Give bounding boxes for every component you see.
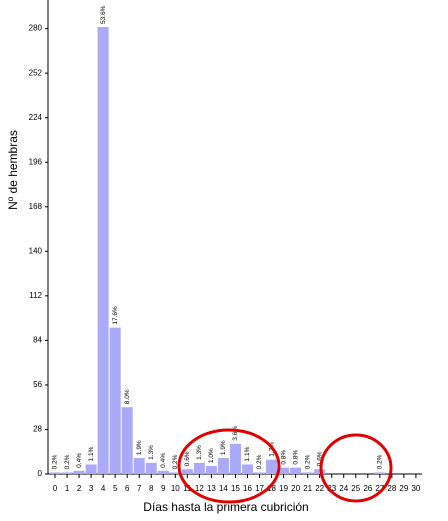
x-tick-label: 13 (207, 484, 216, 493)
x-tick-label: 7 (137, 484, 142, 493)
x-tick-label: 0 (53, 484, 58, 493)
x-tick-label: 23 (327, 484, 336, 493)
bar (314, 469, 326, 474)
bar (290, 467, 302, 474)
x-axis-label: Días hasta la primera cubrición (143, 500, 308, 514)
bar (85, 464, 97, 474)
x-tick-label: 21 (303, 484, 312, 493)
bar (205, 466, 217, 474)
value-label: 1.1% (244, 446, 251, 461)
x-tick-label: 26 (363, 484, 372, 493)
x-tick-label: 3 (89, 484, 94, 493)
value-label: 1.1% (88, 446, 95, 461)
y-tick-label: 84 (33, 335, 42, 344)
x-tick-label: 25 (351, 484, 360, 493)
x-tick-label: 6 (125, 484, 130, 493)
value-label: 0.2% (256, 454, 263, 469)
x-tick-label: 22 (315, 484, 324, 493)
x-tick-label: 17 (255, 484, 264, 493)
value-label: 0.6% (184, 451, 191, 466)
bar (169, 472, 181, 474)
bar (181, 469, 193, 474)
value-label: 0.2% (304, 454, 311, 469)
value-label: 0.4% (76, 453, 83, 468)
y-axis-label: Nº de hembras (6, 130, 20, 210)
y-tick-label: 140 (29, 246, 43, 255)
bar (374, 472, 386, 474)
y-tick-label: 28 (33, 425, 42, 434)
value-label: 1.9% (220, 440, 227, 455)
bar (109, 327, 121, 474)
bar (278, 467, 290, 474)
x-tick-label: 27 (375, 484, 384, 493)
highlight-circle (319, 433, 393, 503)
value-label: 1.0% (208, 448, 215, 463)
bar (302, 472, 314, 474)
y-tick-label: 280 (29, 24, 43, 33)
x-tick-label: 9 (161, 484, 166, 493)
y-tick-label: 56 (33, 380, 42, 389)
x-tick-label: 30 (411, 484, 420, 493)
x-tick-label: 16 (243, 484, 252, 493)
x-tick-label: 4 (101, 484, 106, 493)
value-label: 53.6% (100, 5, 107, 24)
bar (133, 458, 145, 474)
y-tick-label: 196 (29, 157, 43, 166)
y-tick-label: 112 (29, 291, 42, 300)
x-tick-label: 29 (399, 484, 408, 493)
x-tick-label: 18 (267, 484, 276, 493)
bar (241, 464, 254, 474)
x-tick-label: 28 (387, 484, 396, 493)
bar (193, 462, 205, 474)
value-label: 0.2% (52, 454, 59, 469)
value-label: 0.4% (160, 453, 167, 468)
x-tick-label: 14 (219, 484, 228, 493)
y-tick-label: 0 (38, 469, 43, 478)
value-label: 8.0% (124, 389, 131, 404)
bar (97, 27, 109, 474)
x-tick-label: 5 (113, 484, 118, 493)
value-label: 1.3% (196, 445, 203, 460)
bar (121, 407, 133, 474)
x-tick-label: 10 (171, 484, 180, 493)
x-tick-label: 2 (77, 484, 82, 493)
value-label: 1.3% (148, 445, 155, 460)
value-label: 0.8% (280, 450, 287, 465)
bar (145, 462, 157, 474)
bar (157, 470, 169, 474)
value-label: 0.2% (64, 454, 71, 469)
value-label: 0.2% (172, 454, 179, 469)
bar (254, 472, 266, 474)
y-tick-label: 224 (29, 113, 43, 122)
x-tick-label: 20 (291, 484, 300, 493)
value-label: 0.2% (377, 454, 384, 469)
bar (73, 470, 85, 474)
bar (229, 443, 241, 474)
bar (61, 472, 73, 474)
y-tick-label: 252 (29, 68, 43, 77)
y-tick-label: 168 (29, 202, 43, 211)
x-tick-label: 24 (339, 484, 348, 493)
value-label: 1.9% (136, 440, 143, 455)
value-label: 17.6% (112, 306, 119, 325)
bar (266, 459, 278, 474)
x-tick-label: 8 (149, 484, 154, 493)
bar (217, 458, 229, 474)
value-label: 3.6% (232, 426, 239, 441)
x-tick-label: 19 (279, 484, 288, 493)
value-label: 0.6% (316, 451, 323, 466)
x-tick-label: 12 (195, 484, 204, 493)
x-tick-label: 1 (65, 484, 70, 493)
x-tick-label: 15 (231, 484, 240, 493)
value-label: 0.8% (292, 450, 299, 465)
bar (49, 472, 61, 474)
x-tick-label: 11 (183, 484, 192, 493)
highlight-circle (177, 428, 281, 504)
